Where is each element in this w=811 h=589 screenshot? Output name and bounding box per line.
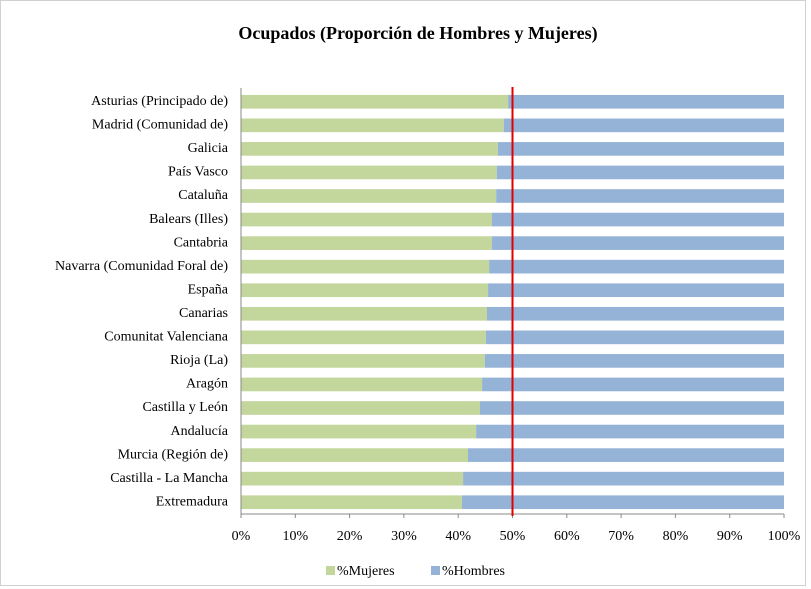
bar-segment bbox=[508, 94, 784, 109]
bar-segment bbox=[241, 283, 489, 298]
y-tick-label: Cataluña bbox=[178, 188, 229, 203]
y-tick-label: Madrid (Comunidad de) bbox=[92, 118, 228, 133]
x-tick-label: 40% bbox=[445, 529, 471, 544]
legend-swatch bbox=[326, 566, 335, 575]
x-tick-label: 10% bbox=[282, 529, 308, 544]
y-tick-label: Andalucía bbox=[170, 424, 228, 439]
bar-segment bbox=[462, 495, 784, 510]
y-tick-label: Navarra (Comunidad Foral de) bbox=[55, 259, 228, 274]
x-tick-label: 90% bbox=[717, 529, 743, 544]
bar-segment bbox=[491, 212, 784, 227]
chart-title: Ocupados (Proporción de Hombres y Mujere… bbox=[238, 23, 597, 44]
x-tick-label: 50% bbox=[500, 529, 526, 544]
x-tick-label: 20% bbox=[337, 529, 363, 544]
bar-segment bbox=[241, 471, 464, 486]
bar-segment bbox=[479, 401, 784, 415]
bar-segment bbox=[241, 142, 498, 156]
bar-segment bbox=[241, 94, 509, 109]
legend-label: %Mujeres bbox=[337, 564, 395, 579]
x-tick-label: 80% bbox=[663, 529, 689, 544]
y-tick-label: Castilla y León bbox=[142, 400, 228, 415]
bar-segment bbox=[241, 306, 487, 321]
bar-segment bbox=[241, 212, 492, 227]
x-tick-label: 100% bbox=[768, 529, 801, 544]
x-tick-label: 60% bbox=[554, 529, 580, 544]
y-tick-label: Balears (Illes) bbox=[149, 212, 228, 227]
y-tick-label: Canarias bbox=[179, 306, 228, 321]
y-tick-label: Murcia (Región de) bbox=[118, 447, 229, 462]
bar-segment bbox=[503, 118, 784, 133]
x-tick-label: 70% bbox=[608, 529, 634, 544]
bar-segment bbox=[485, 330, 784, 345]
bar-segment bbox=[241, 236, 492, 250]
x-tick-label: 30% bbox=[391, 529, 417, 544]
y-tick-label: Extremadura bbox=[156, 494, 229, 509]
legend-swatch bbox=[431, 566, 440, 575]
bar-segment bbox=[241, 424, 477, 439]
bar-segment bbox=[241, 189, 497, 203]
bar-segment bbox=[241, 165, 497, 180]
bar-segment bbox=[467, 448, 784, 462]
bar-segment bbox=[241, 448, 468, 462]
bar-segment bbox=[241, 330, 486, 345]
bar-segment bbox=[489, 259, 784, 274]
bar-segment bbox=[482, 377, 784, 392]
y-tick-label: Rioja (La) bbox=[170, 353, 228, 368]
legend-label: %Hombres bbox=[442, 564, 505, 579]
y-tick-label: Castilla - La Mancha bbox=[110, 471, 229, 486]
bar-segment bbox=[484, 354, 784, 368]
y-tick-label: Asturias (Principado de) bbox=[91, 94, 228, 109]
bar-segment bbox=[241, 401, 480, 415]
bar-segment bbox=[463, 471, 784, 486]
y-tick-label: Aragón bbox=[186, 377, 228, 392]
bar-segment bbox=[491, 236, 784, 250]
bar-segment bbox=[241, 259, 490, 274]
bar-segment bbox=[496, 189, 784, 203]
bar-segment bbox=[241, 377, 483, 392]
bar-segment bbox=[486, 306, 784, 321]
y-tick-label: España bbox=[188, 282, 229, 297]
bar-segment bbox=[497, 142, 784, 156]
bar-segment bbox=[241, 118, 504, 133]
bar-segment bbox=[488, 283, 784, 298]
x-tick-label: 0% bbox=[232, 529, 251, 544]
bar-segment bbox=[476, 424, 784, 439]
y-tick-label: País Vasco bbox=[168, 165, 228, 180]
y-tick-label: Cantabria bbox=[174, 235, 229, 250]
bar-segment bbox=[241, 495, 463, 510]
bar-segment bbox=[496, 165, 784, 180]
y-tick-label: Galicia bbox=[188, 141, 229, 156]
y-tick-label: Comunitat Valenciana bbox=[104, 330, 229, 345]
bar-segment bbox=[241, 354, 485, 368]
